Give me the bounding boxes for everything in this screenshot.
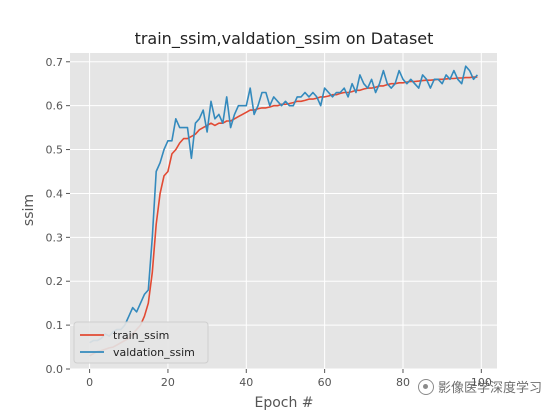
watermark-text: 影像医学深度学习	[438, 381, 543, 396]
y-tick-label: 0.3	[46, 231, 64, 244]
x-tick-label: 100	[471, 376, 492, 389]
x-tick-label: 60	[318, 376, 332, 389]
y-tick-label: 0.1	[46, 319, 64, 332]
y-tick-label: 0.5	[46, 144, 64, 157]
legend-entry-valdation_ssim: valdation_ssim	[113, 346, 195, 359]
series-line-valdation_ssim	[89, 65, 478, 344]
y-tick-label: 0.4	[46, 187, 64, 200]
legend: train_ssim valdation_ssim	[73, 321, 209, 364]
legend-entry-train_ssim: train_ssim	[113, 329, 169, 342]
chart-title: train_ssim,valdation_ssim on Dataset	[135, 29, 434, 49]
x-tick-label: 0	[86, 376, 93, 389]
y-tick-label: 0.7	[46, 56, 64, 69]
x-tick-label: 20	[161, 376, 175, 389]
y-tick-label: 0.6	[46, 100, 64, 113]
wechat-icon	[418, 378, 434, 395]
x-tick-label: 40	[239, 376, 253, 389]
y-tick-label: 0.2	[46, 275, 64, 288]
series-layer	[89, 65, 478, 357]
x-tick-label: 80	[396, 376, 410, 389]
y-tick-label: 0.0	[46, 363, 64, 376]
x-axis-label: Epoch #	[254, 395, 313, 411]
y-axis-label: ssim	[21, 194, 37, 226]
watermark: 影像医学深度学习	[418, 377, 542, 396]
tick-labels: 0 20 40 60 80 100 0.0 0.1 0.2 0.3 0.4 0.5 0.6 0.7	[46, 56, 492, 389]
legend-box	[73, 321, 209, 364]
